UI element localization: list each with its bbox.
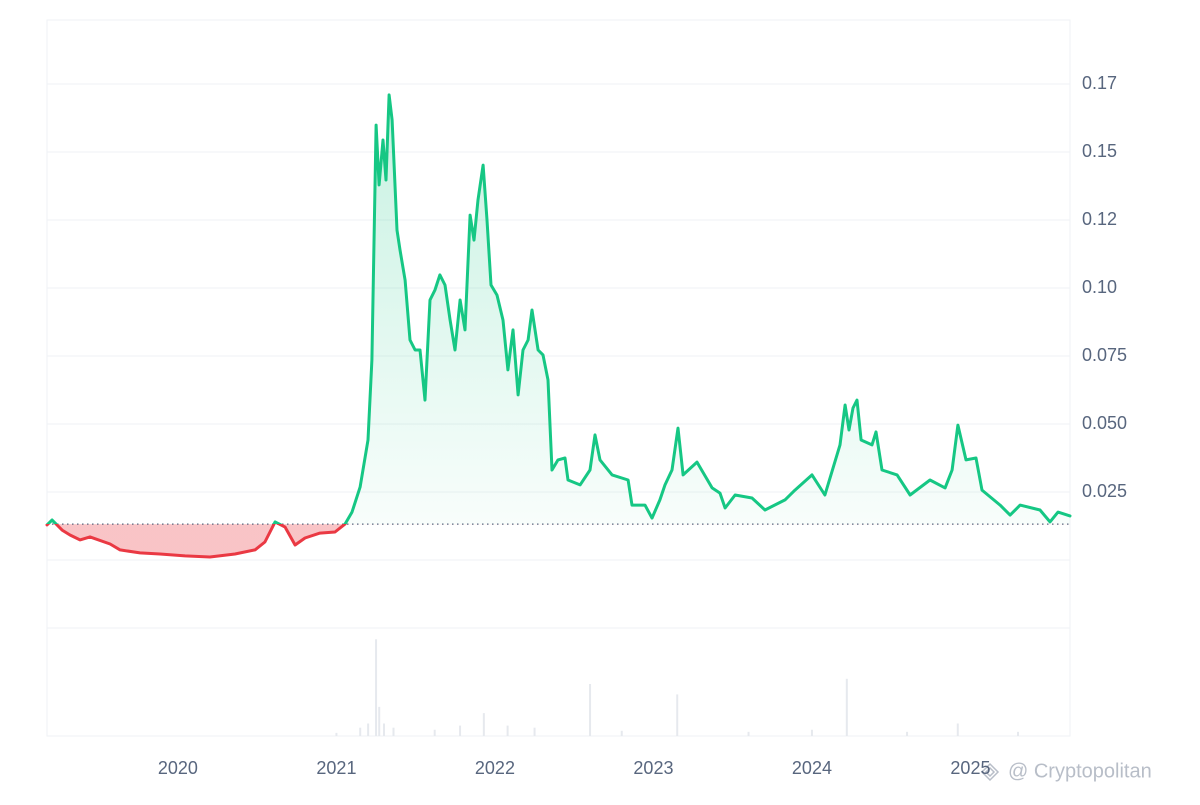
volume-bar [506, 725, 509, 736]
y-tick-label: 0.17 [1082, 73, 1117, 93]
volume-bar [482, 713, 485, 736]
watermark-icon [980, 762, 1000, 782]
watermark-text: @ Cryptopolitan [1008, 760, 1152, 782]
price-line [45, 93, 1072, 559]
volume-bar [906, 731, 909, 736]
volume-bar [747, 731, 750, 736]
volume-bar [676, 694, 679, 736]
volume-bar [392, 727, 395, 736]
x-tick-label: 2020 [158, 758, 198, 778]
volume-bar [810, 729, 813, 736]
volume-bar [375, 639, 378, 736]
watermark: @ Cryptopolitan [980, 760, 1152, 782]
volume-bar [589, 684, 592, 736]
volume-bar [956, 723, 959, 736]
x-tick-label: 2024 [792, 758, 832, 778]
volume-bar [382, 723, 385, 736]
price-area [47, 94, 1070, 558]
volume-bar [459, 725, 462, 736]
y-tick-label: 0.12 [1082, 209, 1117, 229]
volume-bar [433, 729, 436, 736]
volume-bar [378, 706, 381, 736]
volume-bar [1017, 731, 1020, 736]
volume-bar [845, 678, 848, 736]
y-tick-label: 0.15 [1082, 141, 1117, 161]
x-tick-label: 2021 [316, 758, 356, 778]
x-tick-label: 2025 [950, 758, 990, 778]
volume-bar [533, 727, 536, 736]
x-tick-label: 2023 [633, 758, 673, 778]
y-tick-label: 0.10 [1082, 277, 1117, 297]
volume-bar [367, 723, 370, 736]
volume-bar [335, 732, 338, 736]
plot-frame [46, 19, 1071, 737]
y-tick-label: 0.050 [1082, 413, 1127, 433]
y-tick-label: 0.025 [1082, 481, 1127, 501]
x-tick-label: 2022 [475, 758, 515, 778]
volume-bar [620, 730, 623, 736]
y-tick-label: 0.075 [1082, 345, 1127, 365]
volume-bar [359, 727, 362, 736]
